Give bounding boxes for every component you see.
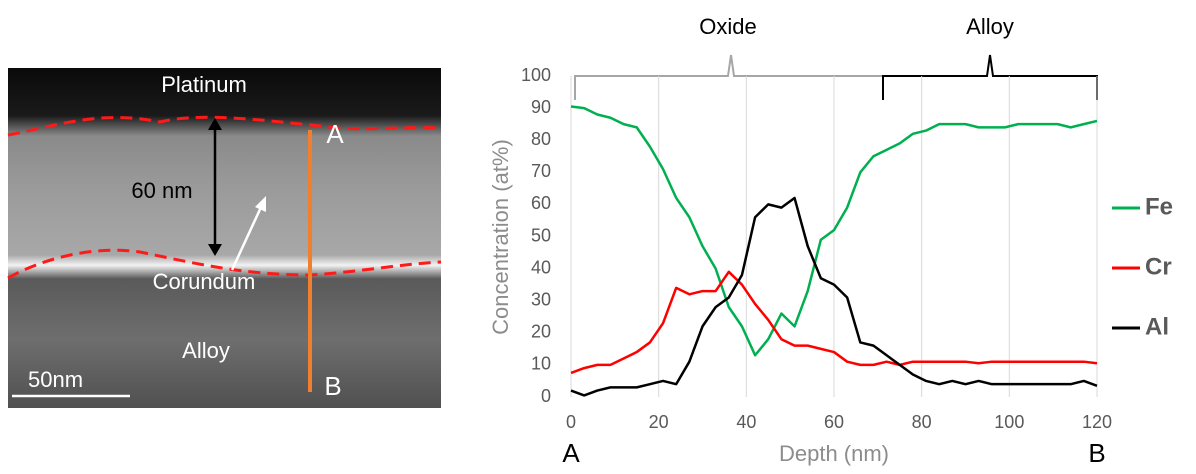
- legend-label: Fe: [1145, 193, 1173, 220]
- y-tick-label: 30: [531, 289, 551, 309]
- y-tick-label: 100: [521, 65, 551, 85]
- x-tick-label: 80: [912, 412, 932, 432]
- tem-image: [8, 68, 441, 408]
- y-tick-label: 60: [531, 193, 551, 213]
- label: B: [324, 371, 341, 401]
- arrow-head: [255, 196, 266, 212]
- corundum-arrow: [230, 204, 264, 271]
- alloy-bracket: [882, 54, 1098, 100]
- x-tick-label: 120: [1082, 412, 1112, 432]
- series-line: [570, 196, 1098, 397]
- micrograph: Platinum A 60 nm Corundum Alloy 50nm B: [7, 68, 442, 408]
- legend-label: Cr: [1145, 253, 1172, 280]
- y-tick-label: 40: [531, 257, 551, 277]
- annotation: Oxide: [699, 14, 756, 39]
- x-tick-label: 20: [649, 412, 669, 432]
- y-tick-label: 10: [531, 354, 551, 374]
- annotation: Alloy: [966, 14, 1014, 39]
- label: 60 nm: [131, 178, 192, 203]
- interface-top: [7, 115, 442, 137]
- y-tick-label: 90: [531, 97, 551, 117]
- annotation: A: [562, 438, 580, 468]
- chart: Depth (nm) Concentration (at%) Oxide All…: [488, 14, 1106, 468]
- y-tick-label: 80: [531, 129, 551, 149]
- x-tick-label: 100: [994, 412, 1024, 432]
- x-tick-label: 40: [736, 412, 756, 432]
- x-tick-label: 0: [566, 412, 576, 432]
- y-tick-label: 0: [541, 386, 551, 406]
- series-line: [570, 270, 1098, 375]
- label: 50nm: [28, 367, 83, 392]
- y-axis-label: Concentration (at%): [488, 139, 513, 335]
- x-axis-label: Depth (nm): [779, 441, 889, 466]
- label: A: [326, 119, 344, 149]
- series-line: [570, 105, 1098, 357]
- x-tick-label: 60: [824, 412, 844, 432]
- label: Corundum: [153, 269, 256, 294]
- legend-label: Al: [1145, 313, 1169, 340]
- label: Alloy: [182, 338, 230, 363]
- interface-bottom: [7, 248, 442, 280]
- label: Platinum: [161, 72, 247, 97]
- annotation: B: [1088, 438, 1105, 468]
- oxide-bracket: [574, 54, 884, 100]
- y-tick-label: 70: [531, 161, 551, 181]
- y-tick-label: 20: [531, 322, 551, 342]
- y-tick-label: 50: [531, 225, 551, 245]
